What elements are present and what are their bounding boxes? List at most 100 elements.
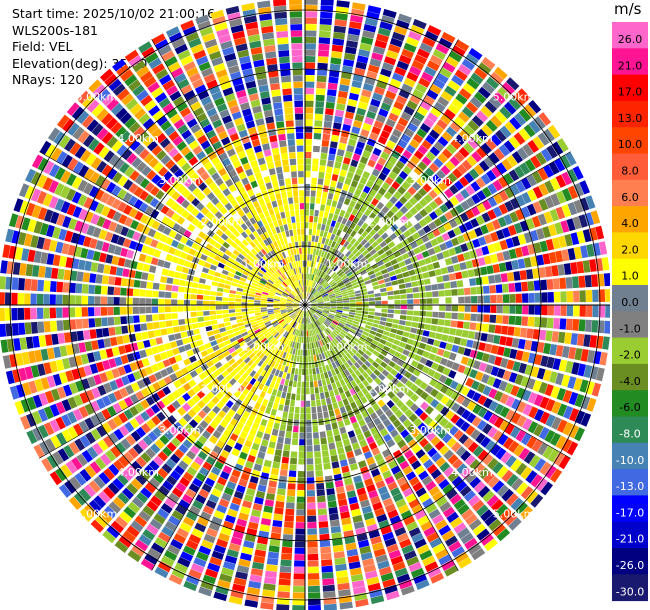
velocity-gate [360, 499, 371, 508]
velocity-gate [341, 217, 348, 225]
velocity-gate [225, 280, 232, 286]
velocity-gate [389, 515, 402, 525]
velocity-gate [223, 317, 230, 323]
velocity-gate [301, 388, 305, 395]
velocity-gate [475, 215, 485, 226]
velocity-gate [336, 303, 343, 305]
velocity-gate [335, 155, 344, 163]
velocity-gate [490, 444, 502, 456]
velocity-gate [171, 568, 186, 580]
velocity-gate [163, 261, 171, 269]
velocity-gate [314, 348, 319, 355]
velocity-gate [352, 421, 360, 430]
velocity-gate [309, 309, 314, 315]
velocity-gate [321, 324, 327, 330]
velocity-gate [317, 347, 321, 354]
velocity-gate [322, 338, 328, 345]
velocity-gate [508, 283, 516, 293]
velocity-gate [330, 57, 342, 65]
velocity-gate [273, 455, 281, 463]
velocity-gate [469, 96, 483, 109]
velocity-gate [480, 266, 488, 276]
velocity-gate [428, 486, 441, 497]
velocity-gate [466, 155, 478, 167]
velocity-gate [532, 329, 540, 340]
velocity-gate [425, 151, 436, 162]
velocity-gate [293, 335, 297, 342]
velocity-gate [206, 274, 214, 281]
velocity-gate [294, 413, 300, 420]
velocity-gate [209, 264, 217, 271]
velocity-gate [282, 358, 288, 366]
velocity-gate [132, 297, 139, 305]
velocity-gate [242, 388, 250, 396]
velocity-gate [307, 343, 310, 350]
velocity-gate [343, 418, 351, 426]
velocity-gate [307, 349, 311, 356]
velocity-gate [144, 553, 158, 565]
velocity-gate [424, 405, 434, 415]
velocity-gate [426, 112, 439, 123]
velocity-gate [391, 280, 399, 286]
velocity-gate [295, 348, 298, 356]
velocity-gate [267, 486, 276, 495]
velocity-gate [214, 482, 225, 492]
velocity-gate [320, 315, 327, 320]
velocity-gate [277, 342, 283, 349]
velocity-gate [288, 470, 297, 477]
velocity-gate [414, 202, 423, 212]
velocity-gate [175, 265, 183, 272]
velocity-gate [329, 312, 336, 316]
velocity-gate [330, 303, 337, 305]
velocity-gate [273, 332, 280, 338]
velocity-gate [376, 275, 384, 281]
velocity-gate [296, 316, 300, 323]
velocity-gate [543, 211, 554, 224]
velocity-gate [457, 288, 465, 296]
velocity-gate [295, 316, 300, 322]
velocity-gate [349, 276, 356, 282]
velocity-gate [144, 482, 157, 494]
velocity-gate [337, 280, 344, 286]
velocity-gate [38, 265, 46, 278]
velocity-gate [511, 236, 521, 247]
velocity-gate [403, 42, 417, 53]
velocity-gate [539, 396, 550, 409]
velocity-gate [444, 257, 453, 266]
velocity-gate [162, 480, 174, 491]
velocity-gate [196, 300, 203, 305]
velocity-gate [212, 276, 220, 282]
velocity-gate [323, 310, 329, 314]
velocity-gate [494, 66, 508, 80]
velocity-gate [533, 394, 544, 407]
velocity-gate [492, 179, 503, 192]
velocity-gate [557, 403, 568, 417]
velocity-gate [470, 287, 477, 295]
velocity-gate [556, 419, 568, 433]
velocity-gate [307, 509, 316, 516]
velocity-gate [56, 307, 63, 318]
velocity-gate [260, 602, 274, 610]
velocity-gate [430, 106, 442, 118]
velocity-gate [308, 336, 311, 343]
velocity-gate [380, 287, 387, 293]
velocity-gate [317, 300, 324, 303]
velocity-gate [435, 43, 450, 55]
velocity-gate [333, 265, 339, 272]
velocity-gate [196, 339, 204, 347]
velocity-gate [367, 64, 380, 74]
velocity-gate [339, 406, 347, 414]
velocity-gate [161, 463, 173, 474]
velocity-gate [309, 309, 315, 314]
velocity-gate [307, 573, 320, 580]
velocity-gate [560, 305, 567, 316]
velocity-gate [310, 308, 316, 313]
velocity-gate [325, 245, 331, 253]
velocity-gate [305, 36, 317, 44]
velocity-gate [310, 329, 314, 336]
velocity-gate [311, 361, 315, 369]
velocity-gate [392, 128, 403, 138]
velocity-gate [388, 332, 396, 339]
velocity-gate [420, 265, 428, 273]
velocity-gate [282, 534, 293, 541]
